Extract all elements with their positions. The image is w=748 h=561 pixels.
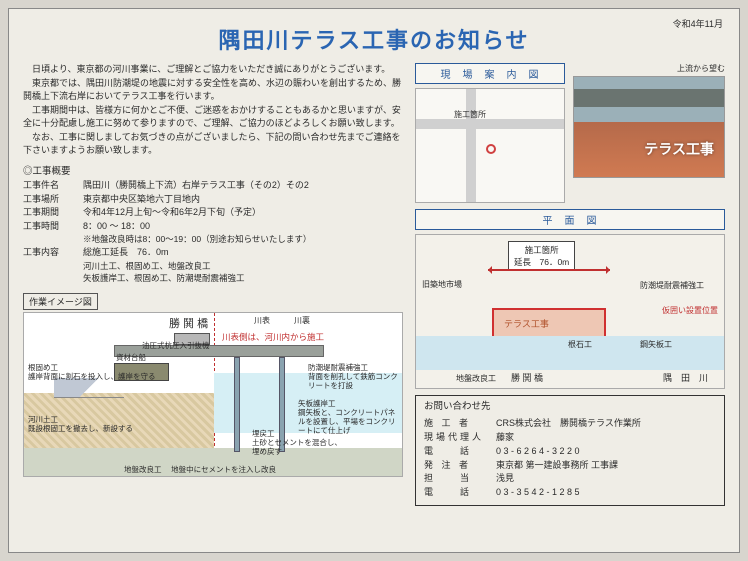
outline-v: 令和4年12月上旬～令和6年2月下旬（予定） [83,206,403,220]
plan-length-l1: 施工箇所 [525,245,559,255]
plan-note-negatame: 根石工 [568,339,592,350]
right-top-row: 現 場 案 内 図 施工箇所 上流から望む テラス工事 [415,63,725,203]
intro-p3: 工事期間中は、皆様方に何かとご不便、ご迷惑をおかけすることもあるかと思いますが、… [23,104,403,130]
outline-v: 東京都中央区築地六丁目地内 [83,193,403,207]
ann-grd: 地盤改良工 地盤中にセメントを注入し改良 [124,465,276,474]
outline-v: 8：00 ～ 18：00 [83,220,403,234]
outline-v: 総施工延長 76．0m [83,246,403,260]
right-column: 現 場 案 内 図 施工箇所 上流から望む テラス工事 平 [415,63,725,506]
photo-overlay-text: テラス工事 [644,139,714,159]
ann-fill: 埋戻工 土砂とセメントを混合し、埋め戻す [252,429,342,456]
contact-k: 施 工 者 [424,417,496,431]
map-road [466,89,476,202]
left-column: 日頃より、東京都の河川事業に、ご理解とご協力をいただき誠にありがとうございます。… [23,63,403,506]
photo-bridge [574,89,724,107]
plan-terrace-label: テラス工事 [504,317,549,330]
notice-sheet: 令和4年11月 隅田川テラス工事のお知らせ 日頃より、東京都の河川事業に、ご理解… [8,8,740,553]
plan-length-box: 施工箇所 延長 76．0m [508,241,575,271]
plan-note-old: 旧築地市場 [422,279,462,290]
map-spot-icon [486,144,496,154]
ann-txt: 土砂とセメントを混合し、埋め戻す [252,438,342,456]
contact-k: 電 話 [424,445,496,459]
ann-txt: 河川土工 [28,415,58,424]
ann-mat: 資材台船 [116,353,146,362]
sheet-pile [234,357,240,452]
photo-wrap: 上流から望む テラス工事 [573,63,725,203]
ann-txt: 既設根固工を撤去し、新設する [28,424,133,433]
plan-note-seismic: 防潮堤耐震補強工 [640,280,704,291]
outline-k: 工事場所 [23,193,83,207]
ann-seis: 防潮堤耐震補強工 背面を削孔して鉄筋コンクリートを打設 [308,363,398,390]
contact-v: 浅見 [496,472,716,486]
outline-block: 工事件名隅田川（勝鬨橋上下流）右岸テラス工事（その2）その2 工事場所東京都中央… [23,179,403,285]
contact-k: 担 当 [424,472,496,486]
ann-txt: 埋戻工 [252,429,275,438]
cross-section-diagram: 勝 鬨 橋 川表 川裏 川表側は、河川内から施工 油圧式杭圧入引抜機 [23,312,403,477]
outline-heading: ◎工事概要 [23,163,403,177]
map-road [416,119,564,129]
plan-bridge-name: 勝 鬨 橋 [511,371,543,384]
contact-v: 0 3 - 3 5 4 2 - 1 2 8 5 [496,486,716,500]
ann-txt: 護岸背面に割石を投入し、護岸を守る [28,372,156,381]
contact-v: 藤家 [496,431,716,445]
page-title: 隅田川テラス工事のお知らせ [23,23,725,55]
outline-v3: 矢板護岸工、根固め工、防潮堤耐震補強工 [83,272,403,285]
plan-view-label: 平 面 図 [415,209,725,230]
map-spot-label: 施工箇所 [454,109,486,120]
contact-v: CRS株式会社 勝鬨橋テラス作業所 [496,417,716,431]
outline-k: 工事内容 [23,246,83,260]
contact-box: お問い合わせ先 施 工 者CRS株式会社 勝鬨橋テラス作業所 現場代理人藤家 電… [415,395,725,506]
contact-k: 電 話 [424,486,496,500]
contact-v: 0 3 - 6 2 6 4 - 3 2 2 0 [496,445,716,459]
cross-section-wrap: 作業イメージ図 勝 鬨 橋 川表 川裏 川表側は、河川内から施工 油圧式杭圧入引… [23,293,403,477]
plan-note-kari: 仮囲い設置位置 [662,305,718,316]
cross-surface-r: 川裏 [294,315,310,326]
plan-view: 施工箇所 延長 76．0m 旧築地市場 テラス工事 隅 田 川 勝 鬨 橋 地盤… [415,234,725,389]
cross-surface-l: 川表 [254,315,270,326]
intro-text: 日頃より、東京都の河川事業に、ご理解とご協力をいただき誠にありがとうございます。… [23,63,403,157]
outline-v: 隅田川（勝鬨橋上下流）右岸テラス工事（その2）その2 [83,179,403,193]
guide-map: 施工箇所 [415,88,565,203]
plan-note-sheet: 鋼矢板工 [640,339,672,350]
revetment [54,378,124,398]
outline-k: 工事件名 [23,179,83,193]
ann-revet: 河川土工 既設根固工を撤去し、新設する [28,415,133,433]
ann-txt: 地盤改良工 [124,465,162,474]
plan-note-jiban: 地盤改良工 [456,373,496,384]
photo-caption: 上流から望む [573,63,725,74]
outline-note: ※地盤改良時は8：00～19：00（別途お知らせいたします） [83,233,403,246]
contact-k: 発 注 者 [424,459,496,473]
outline-v2: 河川土工、根固め工、地盤改良工 [83,260,403,273]
contact-heading: お問い合わせ先 [424,400,716,415]
ann-txt: 地盤中にセメントを注入し改良 [171,465,276,474]
main-columns: 日頃より、東京都の河川事業に、ご理解とご協力をいただき誠にありがとうございます。… [23,63,725,506]
ann-txt: 背面を削孔して鉄筋コンクリートを打設 [308,372,398,390]
contact-k: 現場代理人 [424,431,496,445]
intro-p2: 東京都では、隅田川防潮堤の地震に対する安全性を高め、水辺の賑わいを創出するため、… [23,77,403,103]
ann-txt: 矢板護岸工 [298,399,336,408]
guide-map-wrap: 現 場 案 内 図 施工箇所 [415,63,565,203]
site-photo: テラス工事 [573,76,725,178]
intro-p1: 日頃より、東京都の河川事業に、ご理解とご協力をいただき誠にありがとうございます。 [23,63,403,76]
cross-bridge-name: 勝 鬨 橋 [169,315,208,331]
outline-k: 工事時間 [23,220,83,234]
ann-txt: 防潮堤耐震補強工 [308,363,368,372]
ann-txt: 根固め工 [28,363,58,372]
guide-map-label: 現 場 案 内 図 [415,63,565,84]
plan-river-name: 隅 田 川 [663,371,708,384]
cross-red-note: 川表側は、河川内から施工 [222,331,324,343]
cross-section-label: 作業イメージ図 [23,293,98,310]
outline-k: 工事期間 [23,206,83,220]
ann-root: 根固め工 護岸背面に割石を投入し、護岸を守る [28,363,156,381]
issue-date: 令和4年11月 [673,17,723,30]
intro-p4: なお、工事に関しましてお気づきの点がございましたら、下記の問い合わせ先までご連絡… [23,131,403,157]
contact-v: 東京都 第一建設事務所 工事課 [496,459,716,473]
plan-extent-arrow [488,269,610,271]
machine-label: 油圧式杭圧入引抜機 [142,341,210,350]
plan-length-l2: 延長 76．0m [514,257,569,267]
